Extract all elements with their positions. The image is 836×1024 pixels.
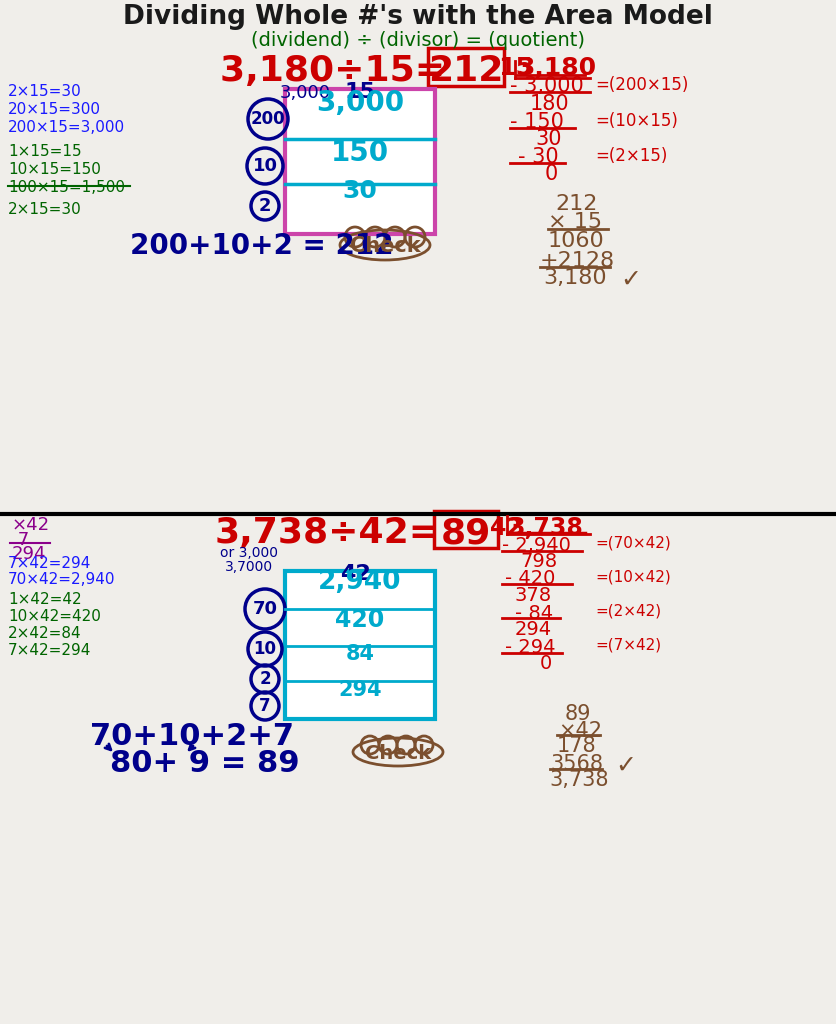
Text: - 150: - 150	[510, 112, 563, 132]
Text: 7×42=294: 7×42=294	[8, 556, 91, 571]
Text: =(2×15): =(2×15)	[595, 147, 667, 165]
Text: 3,180÷15=: 3,180÷15=	[220, 54, 458, 88]
Text: =(7×42): =(7×42)	[595, 638, 661, 653]
Text: 10: 10	[252, 157, 278, 175]
Text: 7: 7	[259, 697, 271, 715]
Text: 70: 70	[252, 600, 278, 618]
Text: 70+10+2+7: 70+10+2+7	[90, 722, 294, 751]
Text: 3,180: 3,180	[543, 268, 607, 288]
Text: 3,000: 3,000	[316, 89, 404, 117]
Text: 89: 89	[565, 705, 592, 724]
Text: 180: 180	[530, 94, 569, 114]
Text: 2×15=30: 2×15=30	[8, 202, 82, 217]
Text: 7×42=294: 7×42=294	[8, 643, 91, 658]
Text: - 2,940: - 2,940	[502, 536, 571, 555]
Text: 1×15=15: 1×15=15	[8, 144, 82, 159]
Text: 294: 294	[339, 680, 382, 700]
Text: 7: 7	[12, 531, 29, 549]
Text: 100×15=1,500: 100×15=1,500	[8, 180, 125, 195]
Text: 3,180: 3,180	[517, 56, 596, 80]
Text: ✓: ✓	[615, 754, 636, 778]
Text: 15: 15	[344, 82, 375, 102]
Text: 3568: 3568	[550, 754, 603, 774]
Text: 3,738: 3,738	[508, 516, 583, 540]
Text: 798: 798	[520, 552, 557, 571]
Text: 2,940: 2,940	[319, 569, 402, 595]
Text: 294: 294	[12, 545, 47, 563]
Text: 10: 10	[253, 640, 277, 658]
Text: 1×42=42: 1×42=42	[8, 592, 82, 607]
Text: × 15: × 15	[548, 212, 602, 232]
Text: (dividend) ÷ (divisor) = (quotient): (dividend) ÷ (divisor) = (quotient)	[251, 31, 585, 50]
Text: 10×15=150: 10×15=150	[8, 162, 101, 177]
Text: 3,7000: 3,7000	[225, 560, 273, 574]
Text: 70×42=2,940: 70×42=2,940	[8, 572, 115, 587]
Text: - 294: - 294	[505, 638, 555, 657]
Text: ✓: ✓	[620, 268, 641, 292]
FancyBboxPatch shape	[285, 89, 435, 234]
Text: Check: Check	[349, 236, 421, 256]
Text: Check: Check	[365, 744, 431, 763]
Text: ×42: ×42	[12, 516, 50, 534]
Text: 89: 89	[441, 516, 492, 550]
Text: 150: 150	[331, 139, 389, 167]
Text: =(200×15): =(200×15)	[595, 76, 688, 94]
Text: 294: 294	[515, 620, 552, 639]
Text: 20×15=300: 20×15=300	[8, 102, 101, 117]
Text: 42: 42	[490, 516, 522, 540]
Text: - 420: - 420	[505, 569, 555, 588]
Text: or 3,000: or 3,000	[220, 546, 278, 560]
Text: 0: 0	[540, 654, 553, 673]
Text: 80+ 9 = 89: 80+ 9 = 89	[110, 749, 299, 778]
Text: Dividing Whole #'s with the Area Model: Dividing Whole #'s with the Area Model	[123, 4, 713, 30]
Text: ×42: ×42	[558, 721, 602, 741]
Text: 178: 178	[557, 736, 597, 756]
Text: 200: 200	[251, 110, 285, 128]
Text: - 84: - 84	[515, 604, 553, 623]
Text: 3,738: 3,738	[549, 770, 609, 790]
Text: 0: 0	[545, 164, 558, 184]
Text: 200+10+2 = 212: 200+10+2 = 212	[130, 232, 394, 260]
Text: =(2×42): =(2×42)	[595, 604, 661, 618]
Text: 84: 84	[345, 644, 375, 664]
Text: 30: 30	[343, 179, 377, 203]
FancyBboxPatch shape	[285, 571, 435, 719]
Text: 3,738÷42=: 3,738÷42=	[215, 516, 440, 550]
Text: 200×15=3,000: 200×15=3,000	[8, 120, 125, 135]
Text: - 30: - 30	[518, 147, 558, 167]
Text: 15: 15	[498, 56, 533, 80]
Text: 10×42=420: 10×42=420	[8, 609, 101, 624]
Text: =(10×15): =(10×15)	[595, 112, 678, 130]
Text: 212: 212	[428, 54, 503, 88]
Text: 378: 378	[515, 586, 552, 605]
Text: 2×42=84: 2×42=84	[8, 626, 82, 641]
Text: 2: 2	[259, 670, 271, 688]
Text: 30: 30	[535, 129, 562, 150]
Text: 2×15=30: 2×15=30	[8, 84, 82, 99]
Text: =(70×42): =(70×42)	[595, 536, 670, 551]
Text: 420: 420	[335, 608, 385, 632]
Text: 2: 2	[259, 197, 271, 215]
Text: - 3,000: - 3,000	[510, 76, 584, 96]
Text: 212: 212	[555, 194, 598, 214]
Text: 3,000: 3,000	[279, 84, 330, 102]
Text: 1060: 1060	[548, 231, 604, 251]
Text: +2128: +2128	[540, 251, 615, 271]
Text: 42: 42	[339, 564, 370, 584]
Text: =(10×42): =(10×42)	[595, 569, 670, 584]
